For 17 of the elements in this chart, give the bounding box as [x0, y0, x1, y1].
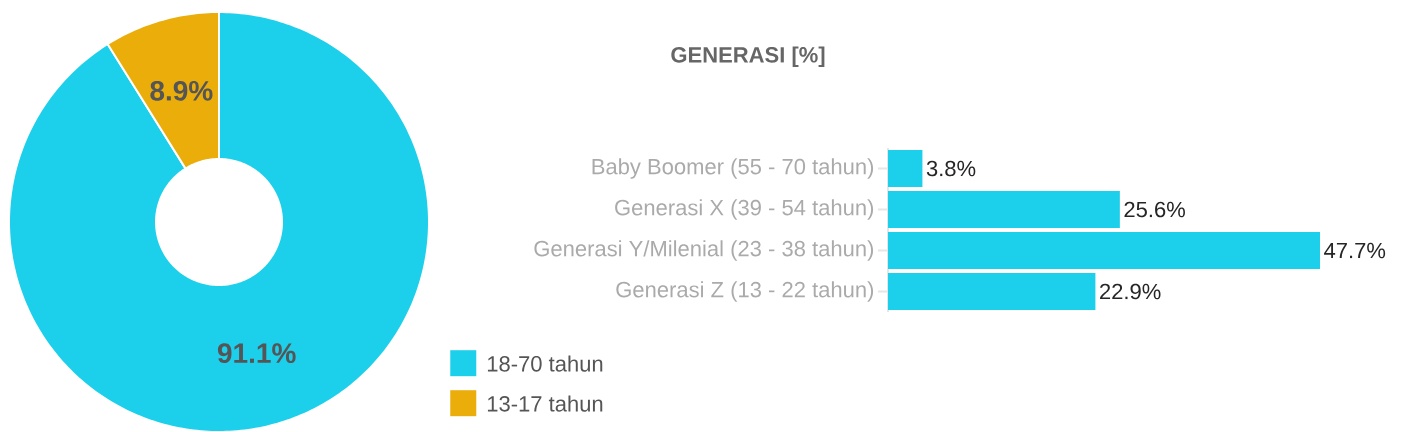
bar: [888, 150, 923, 188]
y-tick-label: Generasi Y/Milenial (23 - 38 tahun): [534, 240, 874, 261]
y-tick-label: Baby Boomer (55 - 70 tahun): [592, 158, 874, 179]
legend-label: 13-17 tahun: [487, 395, 603, 412]
legend-label: 18-70 tahun: [487, 355, 603, 372]
bar: [888, 273, 1096, 310]
data-label: 47.7%: [1324, 242, 1386, 259]
bar: [888, 191, 1120, 229]
chart-title: GENERASI [%]: [671, 46, 825, 67]
data-label: 3.8%: [926, 160, 976, 177]
data-label: 22.9%: [1100, 283, 1161, 300]
y-tick-label: Generasi Z (13 - 22 tahun): [616, 281, 874, 302]
data-label: 8.9%: [150, 80, 213, 101]
data-label: 91.1%: [217, 343, 296, 364]
bar: [888, 232, 1320, 269]
data-label: 25.6%: [1124, 201, 1185, 218]
y-tick-label: Generasi X (39 - 54 tahun): [615, 199, 874, 220]
